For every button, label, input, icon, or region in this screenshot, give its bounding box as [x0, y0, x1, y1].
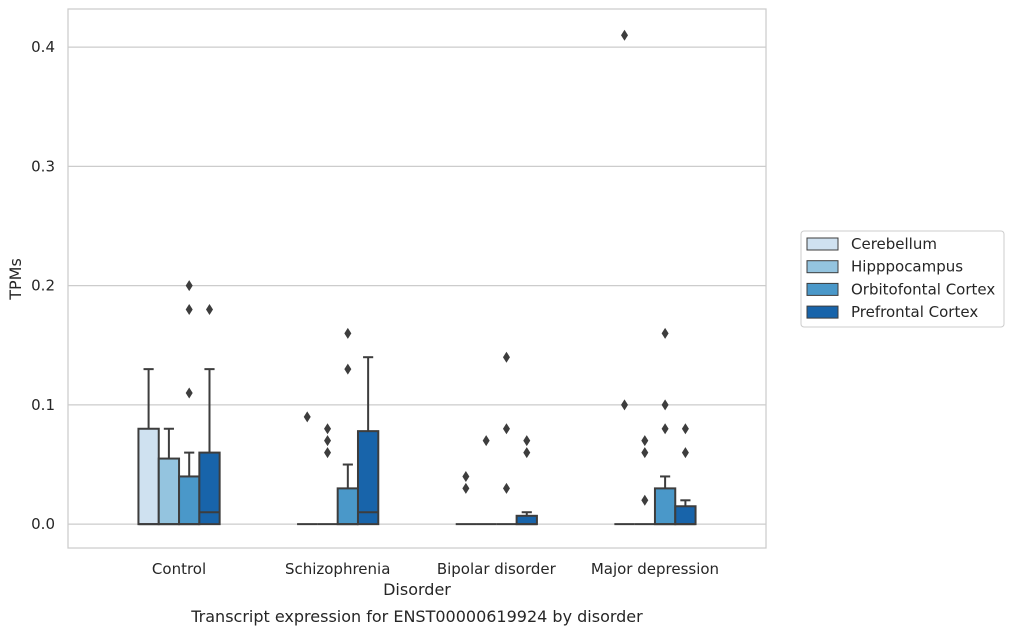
box-group: [634, 435, 655, 526]
legend-label: Cerebellum: [851, 235, 937, 253]
box-rect: [137, 427, 160, 526]
x-axis-label: Disorder: [383, 580, 451, 599]
outlier-point: [621, 29, 629, 41]
x-tick-label: Control: [152, 560, 206, 578]
outlier-point: [344, 327, 352, 339]
outlier-point: [641, 435, 649, 447]
y-tick-label: 0.3: [31, 157, 55, 175]
chart-caption: Transcript expression for ENST0000061992…: [190, 607, 643, 626]
plot-frame: [67, 8, 767, 549]
box-group: [614, 29, 635, 526]
outlier-point: [641, 494, 649, 506]
outlier-point: [641, 447, 649, 459]
x-tick-labels: Control Schizophrenia Bipolar disorder Majo…: [152, 560, 719, 578]
box-group: [317, 423, 338, 526]
box-group: [515, 435, 538, 526]
outlier-point: [681, 447, 689, 459]
outlier-point: [462, 470, 470, 482]
y-axis-label: TPMs: [6, 258, 25, 301]
legend-label: Hipppocampus: [851, 258, 963, 276]
x-tick-label: Major depression: [591, 560, 719, 578]
legend-swatch: [806, 282, 839, 296]
box-group: [476, 435, 497, 526]
legend-label: Prefrontal Cortex: [851, 303, 978, 321]
box-group: [356, 356, 380, 526]
outlier-point: [303, 411, 311, 423]
box-rect: [157, 457, 181, 526]
outlier-point: [185, 304, 193, 316]
outlier-point: [344, 363, 352, 375]
outlier-point: [621, 399, 629, 411]
outlier-point: [324, 447, 332, 459]
legend-label: Orbitofontal Cortex: [851, 280, 995, 298]
box-rect: [198, 451, 221, 526]
outlier-point: [324, 423, 332, 435]
box-group: [496, 351, 517, 526]
box-group: [455, 470, 477, 526]
outlier-point: [523, 447, 531, 459]
box-group: [336, 327, 359, 526]
box-rect: [356, 430, 380, 526]
outlier-point: [502, 423, 510, 435]
outlier-point: [661, 423, 669, 435]
y-tick-label: 0.4: [31, 38, 55, 56]
legend-swatch: [806, 305, 839, 319]
outlier-point: [185, 387, 193, 399]
outlier-point: [205, 304, 213, 316]
y-tick-label: 0.0: [31, 515, 55, 533]
y-tick-label: 0.1: [31, 396, 55, 414]
outlier-point: [324, 435, 332, 447]
box-group: [297, 411, 318, 526]
outlier-point: [502, 482, 510, 494]
plot-background: [68, 9, 766, 548]
legend: Cerebellum Hipppocampus Orbitofontal Corte…: [800, 230, 1005, 328]
legend-frame: [800, 230, 1005, 328]
box-rect: [178, 475, 201, 526]
outlier-point: [185, 280, 193, 292]
legend-swatch: [806, 237, 839, 251]
outlier-point: [462, 482, 470, 494]
y-tick-label: 0.2: [31, 277, 55, 295]
x-tick-label: Bipolar disorder: [437, 560, 557, 578]
outlier-point: [661, 327, 669, 339]
box-group: [198, 304, 221, 526]
boxes: [137, 29, 697, 526]
outlier-point: [661, 399, 669, 411]
box-group: [137, 368, 160, 526]
box-group: [674, 423, 697, 526]
box-rect: [336, 487, 359, 526]
box-rect: [515, 514, 538, 526]
legend-items: Cerebellum Hipppocampus Orbitofontal Corte…: [806, 235, 995, 321]
box-group: [178, 280, 201, 526]
x-tick-label: Schizophrenia: [285, 560, 390, 578]
outlier-point: [502, 351, 510, 363]
box-rect: [674, 505, 697, 526]
outlier-point: [482, 435, 490, 447]
box-rect: [653, 487, 677, 526]
outlier-point: [681, 423, 689, 435]
legend-swatch: [806, 260, 839, 274]
outlier-point: [523, 435, 531, 447]
y-tick-labels: 0.0 0.1 0.2 0.3 0.4: [31, 38, 55, 533]
